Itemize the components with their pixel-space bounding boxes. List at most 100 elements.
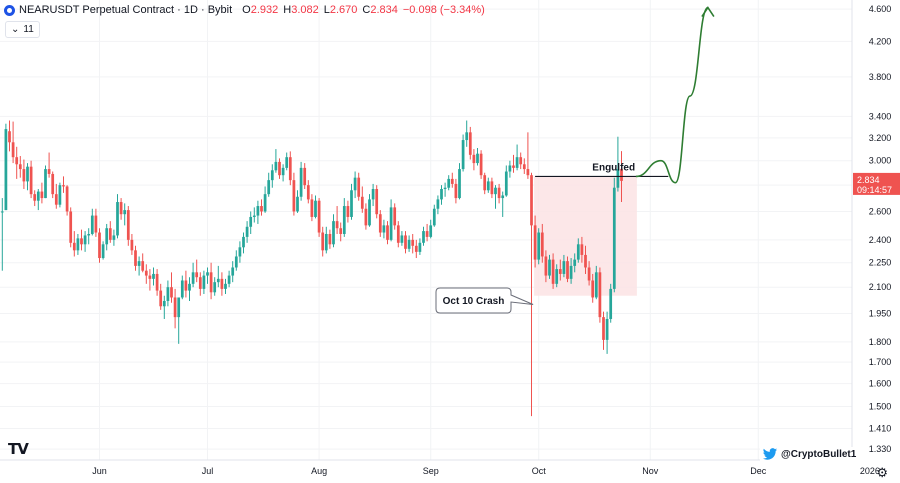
candle[interactable]	[8, 120, 11, 152]
candle[interactable]	[389, 199, 393, 242]
candle[interactable]	[184, 270, 188, 298]
candle[interactable]	[137, 256, 141, 276]
candle[interactable]	[447, 175, 451, 191]
candle[interactable]	[404, 231, 407, 254]
candle[interactable]	[44, 165, 47, 199]
candle[interactable]	[238, 241, 242, 263]
candle[interactable]	[112, 229, 116, 246]
candle[interactable]	[519, 152, 523, 170]
candle[interactable]	[105, 223, 109, 251]
candle[interactable]	[4, 123, 8, 211]
candle[interactable]	[213, 277, 217, 296]
candle[interactable]	[119, 198, 123, 220]
candle[interactable]	[375, 185, 379, 219]
candle[interactable]	[26, 163, 29, 191]
candle[interactable]	[468, 126, 472, 160]
candle[interactable]	[285, 152, 289, 171]
candle[interactable]	[170, 272, 173, 303]
candle[interactable]	[98, 228, 101, 263]
candle[interactable]	[339, 222, 343, 242]
candle[interactable]	[530, 172, 533, 417]
candle[interactable]	[432, 204, 436, 227]
candle[interactable]	[278, 158, 281, 179]
candle[interactable]	[515, 144, 519, 171]
candle[interactable]	[526, 132, 530, 179]
candle[interactable]	[497, 183, 501, 204]
candle[interactable]	[90, 208, 94, 236]
candle[interactable]	[598, 267, 602, 323]
candle[interactable]	[299, 161, 303, 201]
candle[interactable]	[605, 311, 609, 354]
candle[interactable]	[296, 190, 299, 213]
candle[interactable]	[155, 269, 159, 296]
candle[interactable]	[58, 182, 62, 208]
candle[interactable]	[0, 198, 4, 271]
candle[interactable]	[202, 270, 206, 295]
candle[interactable]	[209, 262, 213, 300]
candle[interactable]	[314, 195, 317, 219]
candle[interactable]	[317, 198, 321, 237]
candle[interactable]	[411, 233, 415, 254]
candle[interactable]	[101, 241, 105, 260]
candle[interactable]	[450, 172, 454, 188]
candle[interactable]	[393, 203, 397, 230]
indicators-toggle[interactable]: ⌄ 11	[5, 21, 40, 38]
candle[interactable]	[562, 254, 566, 278]
candle[interactable]	[249, 211, 253, 234]
candle[interactable]	[166, 280, 170, 307]
candle[interactable]	[483, 172, 487, 195]
candle[interactable]	[159, 283, 163, 310]
candle[interactable]	[195, 259, 199, 283]
candle[interactable]	[130, 233, 134, 255]
candle[interactable]	[569, 258, 573, 284]
candle[interactable]	[425, 223, 429, 242]
candle[interactable]	[76, 233, 80, 255]
candle[interactable]	[368, 194, 371, 227]
candle[interactable]	[310, 194, 314, 222]
candle[interactable]	[72, 231, 76, 257]
candle[interactable]	[123, 203, 127, 226]
candle[interactable]	[173, 288, 177, 329]
candle[interactable]	[576, 238, 580, 263]
candle[interactable]	[382, 219, 386, 239]
candle[interactable]	[188, 277, 191, 301]
candle[interactable]	[436, 195, 440, 215]
candle[interactable]	[83, 231, 87, 252]
candle[interactable]	[54, 183, 58, 209]
candle[interactable]	[116, 194, 119, 239]
candle[interactable]	[490, 177, 494, 199]
candle[interactable]	[522, 158, 526, 174]
candle[interactable]	[454, 178, 458, 204]
crash-callout-box[interactable]	[435, 287, 534, 314]
candle[interactable]	[29, 160, 33, 199]
candle[interactable]	[231, 261, 235, 283]
candle[interactable]	[378, 210, 382, 237]
candle[interactable]	[472, 149, 476, 171]
candle[interactable]	[306, 180, 310, 204]
candle[interactable]	[126, 206, 130, 246]
candle[interactable]	[152, 267, 155, 286]
candle[interactable]	[458, 163, 461, 200]
candle[interactable]	[573, 253, 577, 273]
candle[interactable]	[303, 163, 307, 189]
candle[interactable]	[440, 185, 443, 205]
candle[interactable]	[177, 297, 181, 344]
candle[interactable]	[501, 191, 505, 217]
candle[interactable]	[594, 265, 598, 300]
candle[interactable]	[396, 221, 400, 248]
candle[interactable]	[335, 206, 339, 234]
candle[interactable]	[418, 238, 422, 255]
candle[interactable]	[191, 262, 195, 288]
candle[interactable]	[263, 186, 267, 213]
candle[interactable]	[494, 185, 497, 209]
projection-arrow-path[interactable]	[635, 6, 709, 184]
candle[interactable]	[292, 172, 296, 216]
candle[interactable]	[551, 253, 555, 289]
candle[interactable]	[371, 183, 375, 207]
candle[interactable]	[47, 152, 51, 178]
candle[interactable]	[364, 203, 368, 230]
candle[interactable]	[198, 272, 202, 296]
candle[interactable]	[80, 229, 83, 251]
candle[interactable]	[134, 245, 137, 271]
